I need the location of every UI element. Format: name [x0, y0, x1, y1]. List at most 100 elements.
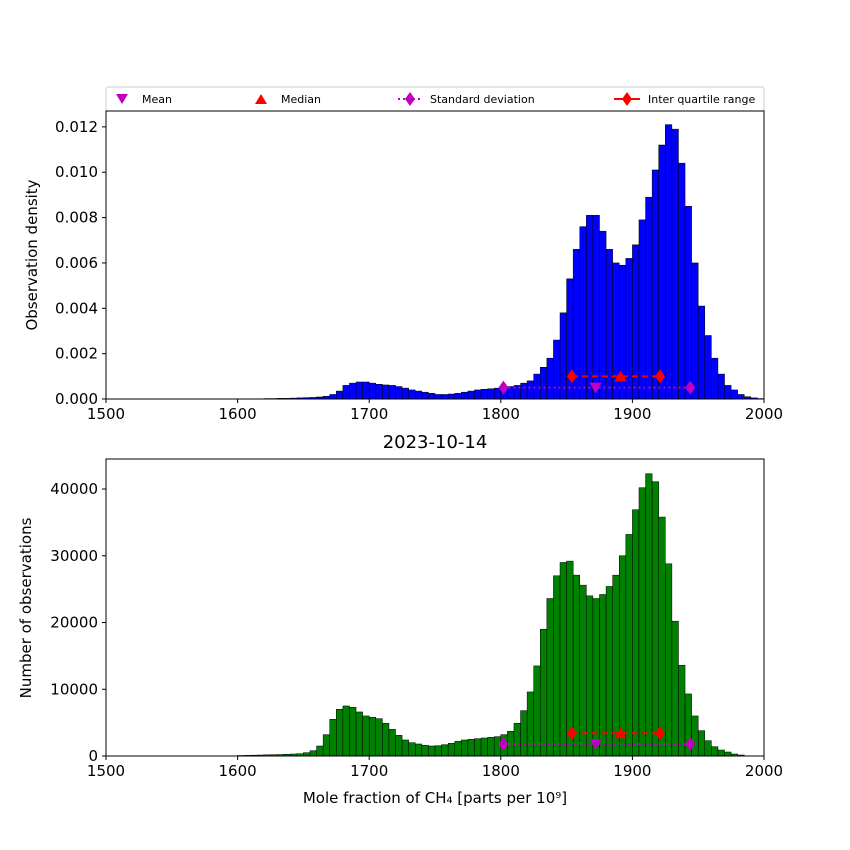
top-stat-markers — [498, 369, 696, 395]
bottom-histogram-bar — [428, 745, 436, 757]
top-x-ticks: 1500 1600 1700 1800 1900 2000 — [87, 399, 783, 423]
top-histogram-bar — [375, 384, 383, 400]
bottom-histogram-bar — [632, 509, 640, 757]
bottom-histogram-bar — [711, 746, 719, 757]
legend-entry-std: Standard deviation — [398, 92, 535, 106]
bottom-histogram-bar — [342, 705, 350, 757]
mean-marker-icon — [116, 94, 128, 104]
bottom-median-marker — [614, 727, 627, 739]
bottom-y-axis-label: Number of observations — [17, 517, 35, 698]
legend-label-iqr: Inter quartile range — [648, 93, 755, 106]
bottom-histogram-bar — [316, 745, 324, 757]
top-axes-frame — [105, 110, 765, 400]
top-histogram-bar — [546, 357, 554, 400]
iqr-marker-icon — [622, 92, 632, 106]
top-y-ticks: 0.000 0.002 0.004 0.006 0.008 0.010 0.012 — [55, 118, 106, 408]
top-y-tick-label: 0.002 — [55, 345, 98, 363]
top-histogram-bar — [520, 382, 528, 400]
bottom-histogram-bar — [638, 487, 646, 757]
bottom-iqr-marker — [566, 726, 577, 741]
bottom-histogram-bar — [625, 534, 633, 757]
top-histogram-bar — [467, 390, 475, 400]
top-histogram-bar — [434, 394, 442, 400]
bottom-histogram-bar — [322, 734, 330, 757]
top-iqr-marker — [655, 369, 666, 384]
bottom-histogram-bar — [671, 620, 679, 757]
top-histogram-bar — [658, 144, 666, 400]
bottom-histogram-bar — [441, 744, 449, 757]
bottom-x-tick-label: 1500 — [87, 762, 125, 780]
top-x-tick-label: 1800 — [482, 405, 520, 423]
bottom-y-tick-label: 40000 — [50, 480, 98, 498]
top-histogram-bar — [730, 389, 738, 400]
legend-entry-iqr: Inter quartile range — [614, 92, 755, 106]
bottom-histogram-bar — [434, 745, 442, 757]
bottom-histogram-bar — [704, 740, 712, 757]
top-x-tick-label: 1700 — [350, 405, 388, 423]
bottom-histogram-bar — [421, 745, 429, 757]
bottom-x-tick-label: 1900 — [613, 762, 651, 780]
bottom-histogram-bar — [355, 711, 363, 757]
top-y-axis-label: Observation density — [23, 179, 41, 330]
bottom-histogram-bar — [691, 715, 699, 757]
bottom-stat-markers — [498, 726, 696, 751]
top-histogram-bar — [665, 124, 673, 400]
bottom-histogram-bar — [612, 574, 620, 757]
top-histogram-bar — [441, 394, 449, 400]
bottom-histogram-bar — [559, 562, 567, 757]
top-bars — [257, 124, 765, 400]
bottom-bars — [237, 473, 745, 757]
bottom-histogram-bar — [665, 563, 673, 757]
top-histogram-bar — [415, 390, 423, 400]
bottom-histogram-bar — [461, 739, 469, 757]
top-x-tick-label: 2000 — [745, 405, 783, 423]
bottom-std-marker — [498, 736, 509, 751]
top-histogram-bar — [684, 205, 692, 400]
bottom-histogram-bar — [572, 574, 581, 757]
top-histogram-bar — [599, 230, 607, 400]
bottom-histogram-bar — [645, 473, 653, 757]
top-x-tick-label: 1500 — [87, 405, 125, 423]
top-histogram-bar — [349, 382, 357, 400]
top-y-tick-label: 0.008 — [55, 209, 98, 227]
bottom-histogram-bar — [382, 723, 390, 757]
bottom-histogram-bar — [408, 742, 416, 757]
top-histogram-bar — [388, 385, 396, 400]
bottom-histogram-bar — [678, 664, 686, 757]
top-histogram-bar — [533, 373, 541, 400]
top-histogram-bar — [625, 258, 633, 400]
bottom-histogram-bar — [329, 719, 337, 757]
legend: Mean Median Standard deviation Inter qua… — [105, 86, 765, 112]
bottom-panel: 2023-10-14 1500 1600 1700 1800 1900 2000 0 100… — [17, 432, 783, 807]
top-panel: 1500 1600 1700 1800 1900 2000 0.000 0.002 0.004… — [23, 110, 783, 423]
bottom-histogram-bar — [474, 738, 482, 757]
top-y-tick-label: 0.004 — [55, 299, 98, 317]
bottom-histogram-bar — [493, 736, 502, 757]
legend-label-mean: Mean — [142, 93, 172, 106]
legend-entry-median: Median — [255, 93, 321, 106]
top-histogram-bar — [342, 385, 350, 400]
top-histogram-bar — [579, 226, 587, 400]
bottom-histogram-bar — [717, 749, 725, 757]
top-histogram-bar — [540, 367, 548, 400]
top-histogram-bar — [454, 393, 462, 400]
std-marker-icon — [405, 92, 415, 106]
bottom-axes-frame — [105, 458, 765, 757]
top-histogram-bar — [592, 215, 600, 400]
bottom-x-tick-label: 1700 — [350, 762, 388, 780]
bottom-histogram-bar — [599, 594, 607, 757]
bottom-histogram-bar — [546, 598, 554, 757]
top-histogram-bar — [586, 215, 594, 400]
bottom-iqr-marker — [655, 726, 666, 741]
bottom-y-tick-label: 10000 — [50, 680, 98, 698]
bottom-panel-title: 2023-10-14 — [383, 432, 488, 453]
top-histogram-bar — [645, 196, 653, 400]
top-histogram-bar — [711, 357, 719, 400]
bottom-histogram-bar — [651, 481, 659, 757]
top-histogram-bar — [717, 373, 725, 400]
top-y-tick-label: 0.010 — [55, 163, 98, 181]
bottom-histogram-bar — [336, 709, 344, 757]
bottom-histogram-bar — [526, 691, 534, 757]
top-iqr-marker — [566, 369, 577, 384]
bottom-histogram-bar — [553, 575, 561, 757]
